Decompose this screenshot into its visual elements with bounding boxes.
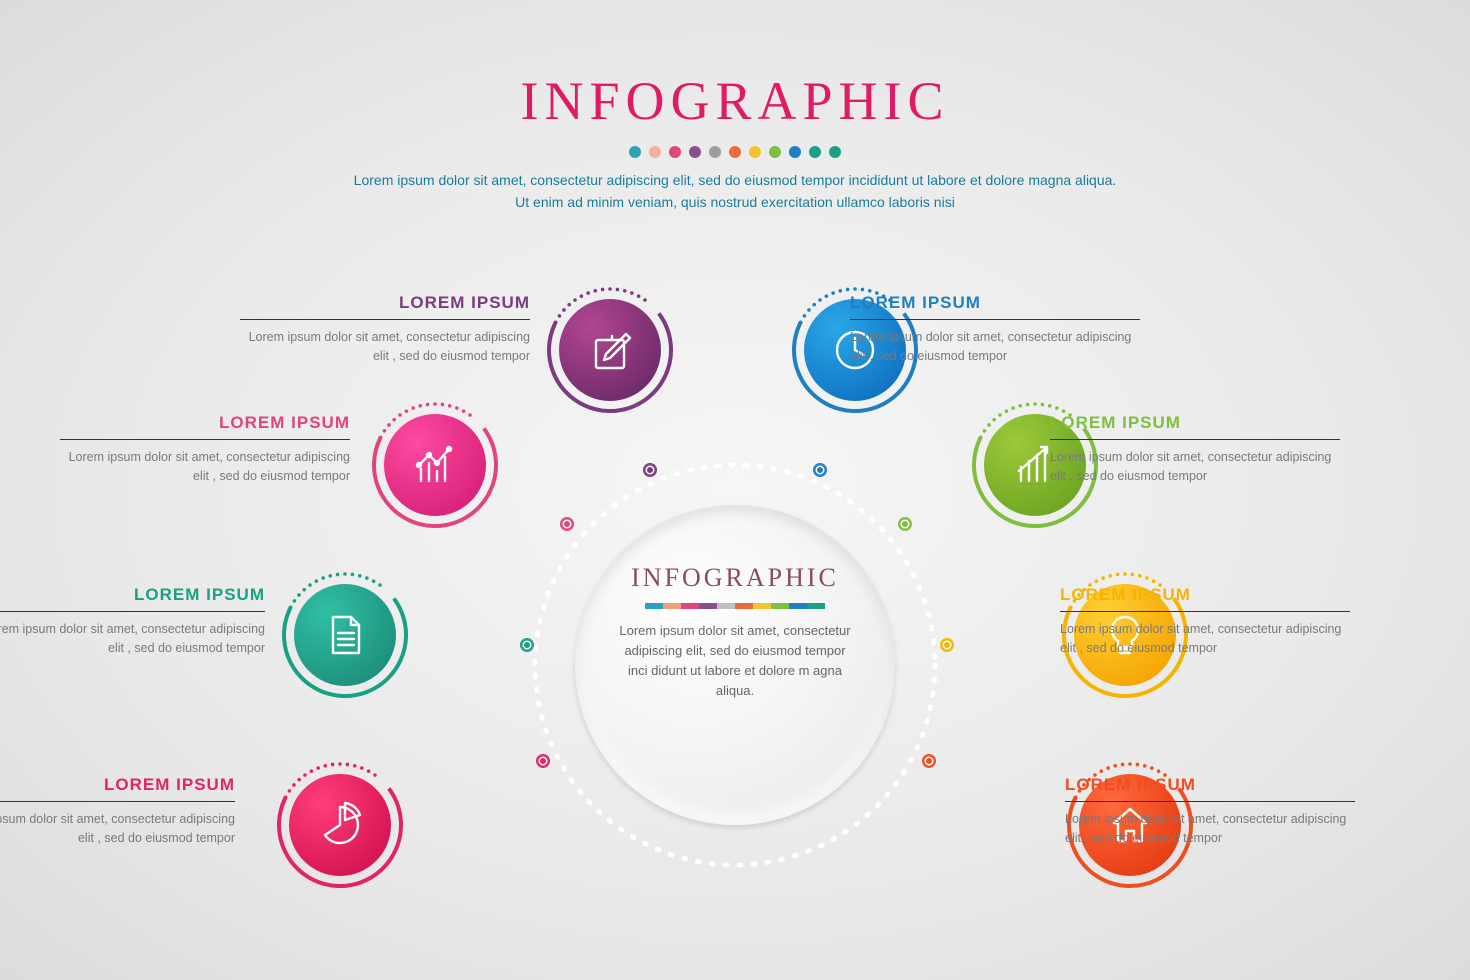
- label-title: LOREM IPSUM: [850, 293, 1140, 313]
- bead-n3: [520, 638, 534, 652]
- node-n1: [545, 285, 675, 415]
- bead-n2: [560, 517, 574, 531]
- label-n7: LOREM IPSUM Lorem ipsum dolor sit amet, …: [1060, 585, 1350, 659]
- node-n4: [275, 760, 405, 890]
- bead-n7: [940, 638, 954, 652]
- label-rule: [850, 319, 1140, 320]
- label-body: Lorem ipsum dolor sit amet, consectetur …: [1050, 448, 1340, 487]
- bead-n5: [813, 463, 827, 477]
- hub-title: INFOGRAPHIC: [613, 563, 857, 593]
- label-title: LOREM IPSUM: [1050, 413, 1340, 433]
- label-n1: LOREM IPSUM Lorem ipsum dolor sit amet, …: [240, 293, 530, 367]
- label-rule: [0, 611, 265, 612]
- bead-n1: [643, 463, 657, 477]
- label-rule: [1050, 439, 1340, 440]
- label-n2: LOREM IPSUM Lorem ipsum dolor sit amet, …: [60, 413, 350, 487]
- label-title: LOREM IPSUM: [1065, 775, 1355, 795]
- label-title: LOREM IPSUM: [60, 413, 350, 433]
- edit-icon: [559, 299, 661, 401]
- bead-n4: [536, 754, 550, 768]
- label-n3: LOREM IPSUM Lorem ipsum dolor sit amet, …: [0, 585, 265, 659]
- bead-n6: [898, 517, 912, 531]
- label-title: LOREM IPSUM: [0, 585, 265, 605]
- label-title: LOREM IPSUM: [0, 775, 235, 795]
- label-n5: LOREM IPSUM Lorem ipsum dolor sit amet, …: [850, 293, 1140, 367]
- document-icon: [294, 584, 396, 686]
- label-body: Lorem ipsum dolor sit amet, consectetur …: [0, 620, 265, 659]
- bead-n8: [922, 754, 936, 768]
- hub-body: Lorem ipsum dolor sit amet, consectetur …: [613, 621, 857, 702]
- label-rule: [0, 801, 235, 802]
- label-title: LOREM IPSUM: [1060, 585, 1350, 605]
- label-rule: [1060, 611, 1350, 612]
- hub-color-bar: [645, 603, 825, 609]
- pie-icon: [289, 774, 391, 876]
- label-body: Lorem ipsum dolor sit amet, consectetur …: [1065, 810, 1355, 849]
- label-rule: [1065, 801, 1355, 802]
- label-n4: LOREM IPSUM Lorem ipsum dolor sit amet, …: [0, 775, 235, 849]
- label-title: LOREM IPSUM: [240, 293, 530, 313]
- infographic-stage: INFOGRAPHIC Lorem ipsum dolor sit amet, …: [0, 0, 1470, 980]
- label-body: Lorem ipsum dolor sit amet, consectetur …: [0, 810, 235, 849]
- label-body: Lorem ipsum dolor sit amet, consectetur …: [1060, 620, 1350, 659]
- center-hub: INFOGRAPHIC Lorem ipsum dolor sit amet, …: [575, 505, 895, 825]
- label-body: Lorem ipsum dolor sit amet, consectetur …: [60, 448, 350, 487]
- label-body: Lorem ipsum dolor sit amet, consectetur …: [850, 328, 1140, 367]
- label-rule: [240, 319, 530, 320]
- bars-up-icon: [384, 414, 486, 516]
- label-n6: LOREM IPSUM Lorem ipsum dolor sit amet, …: [1050, 413, 1340, 487]
- label-n8: LOREM IPSUM Lorem ipsum dolor sit amet, …: [1065, 775, 1355, 849]
- label-body: Lorem ipsum dolor sit amet, consectetur …: [240, 328, 530, 367]
- node-n3: [280, 570, 410, 700]
- node-n2: [370, 400, 500, 530]
- label-rule: [60, 439, 350, 440]
